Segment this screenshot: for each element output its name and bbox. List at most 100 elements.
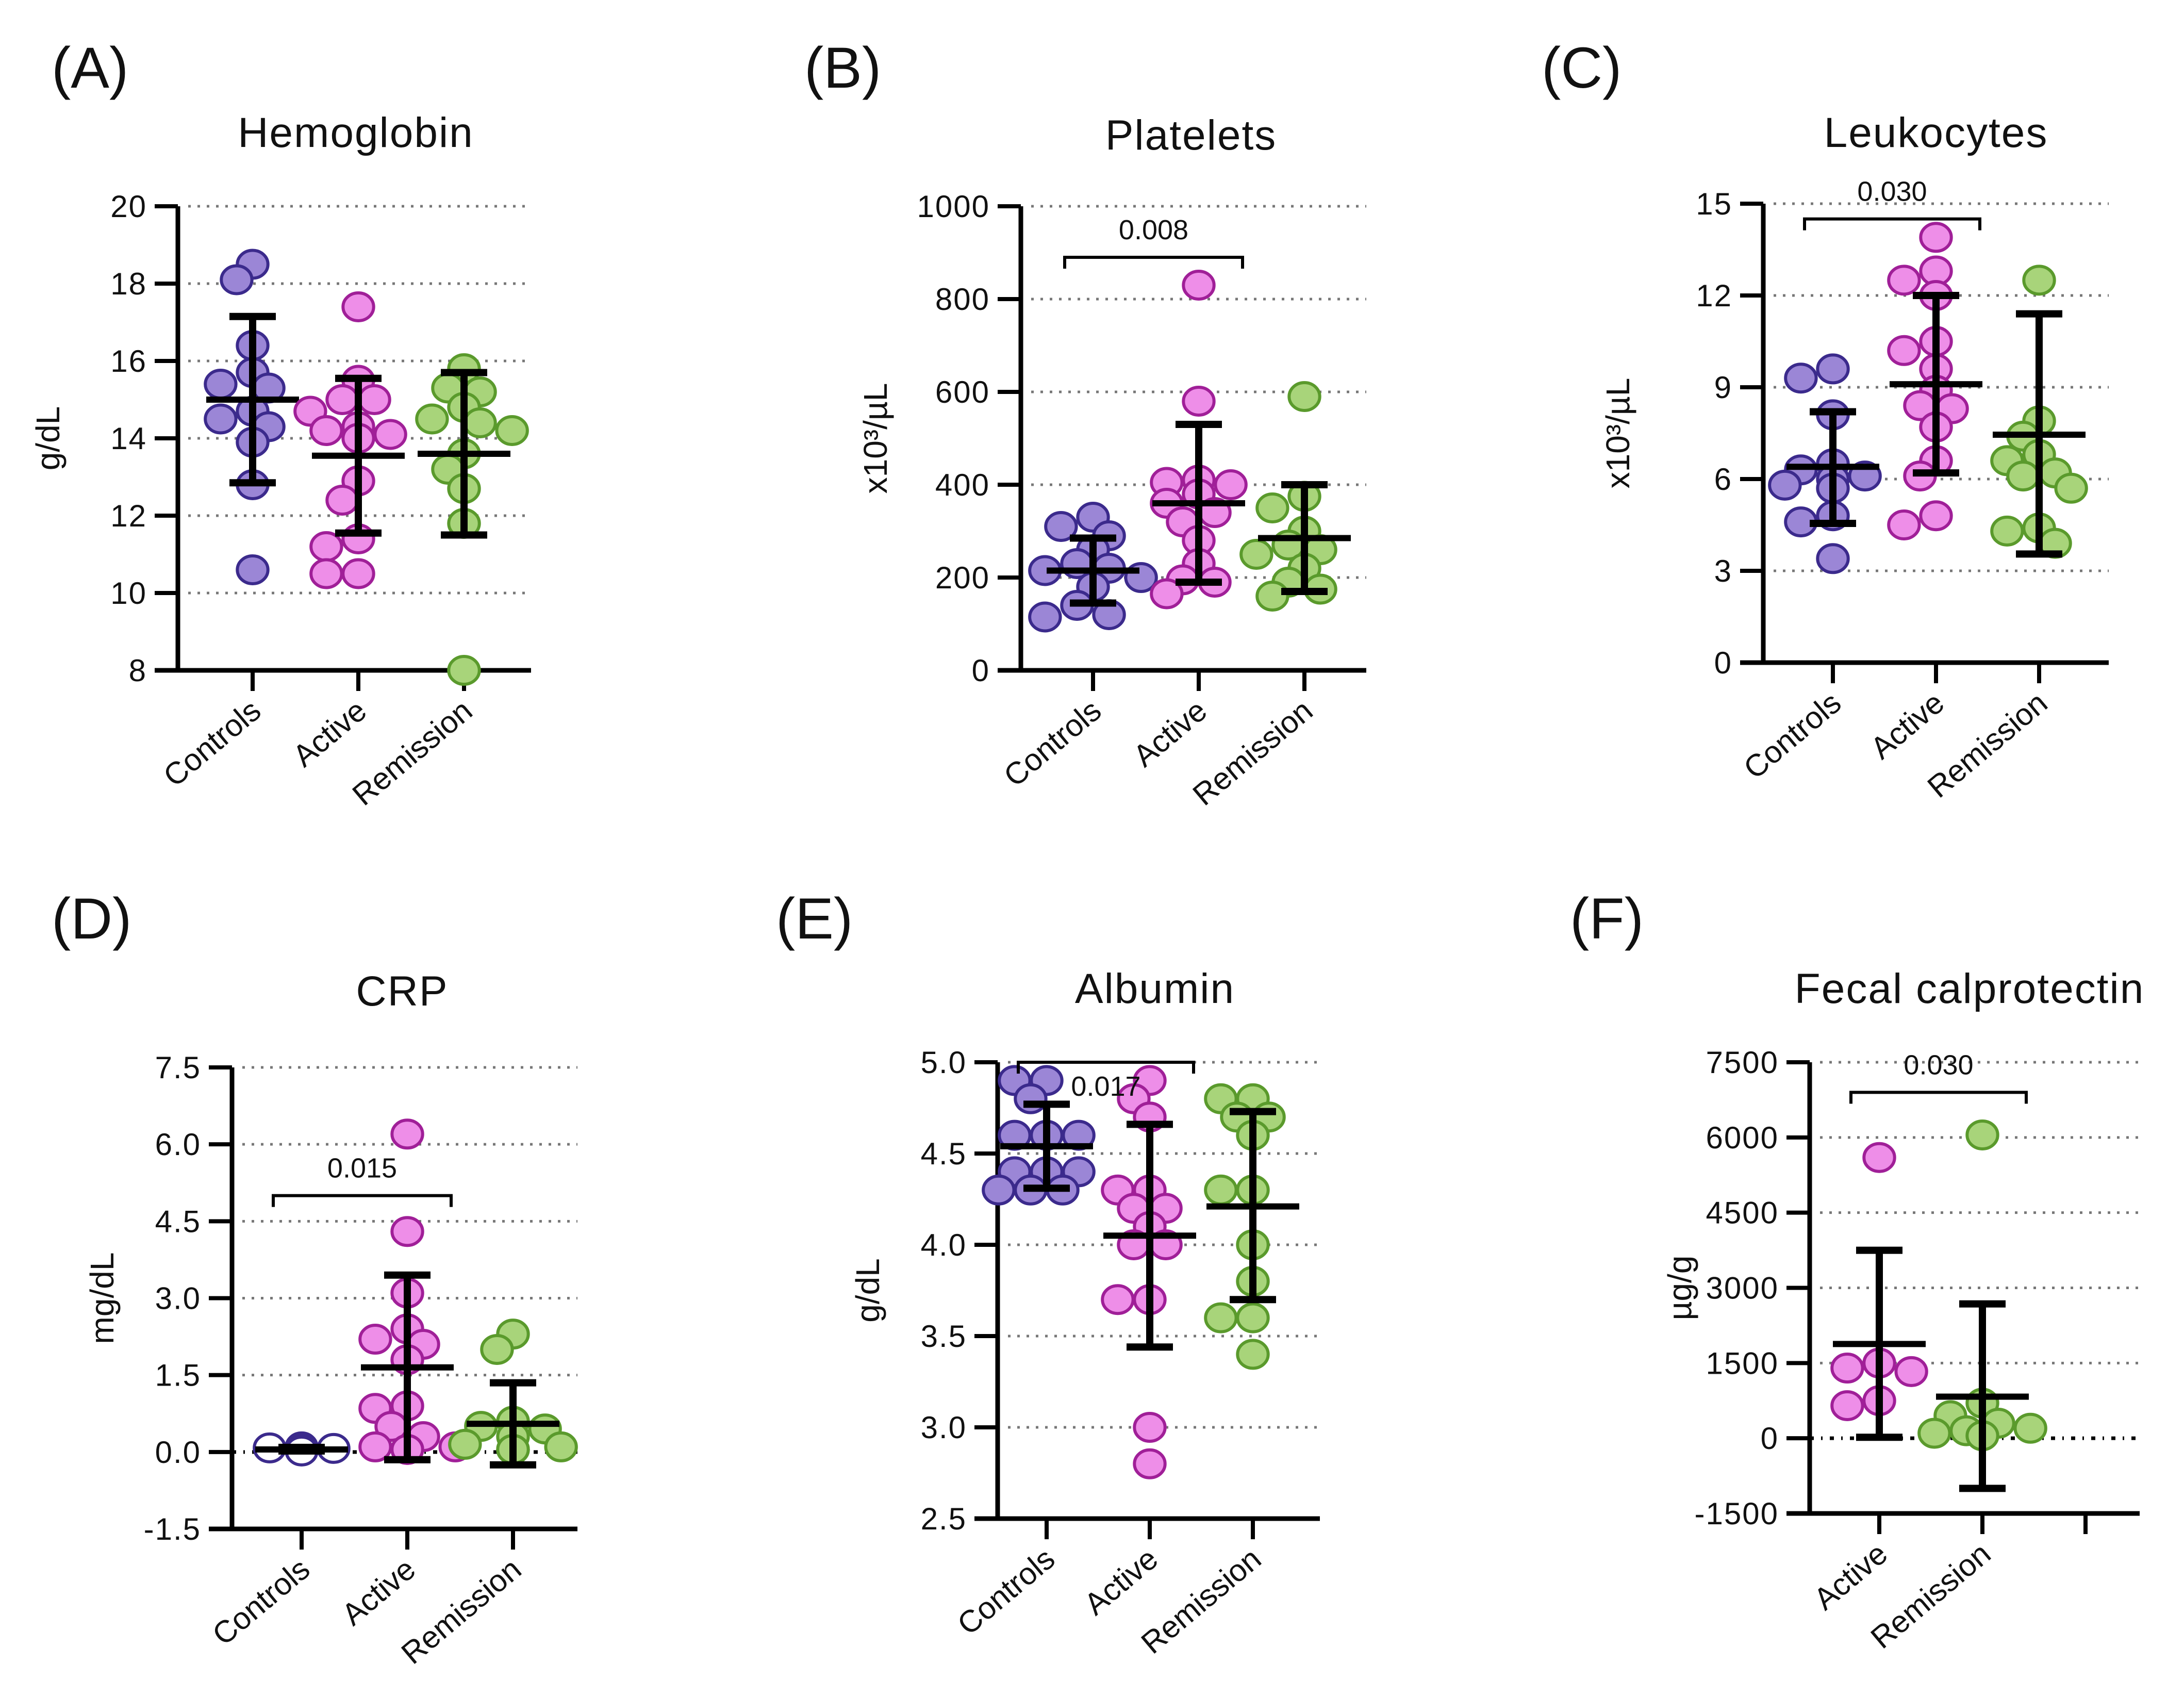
panel-letter: (A) xyxy=(52,36,128,100)
data-point xyxy=(1150,578,1184,610)
data-point xyxy=(1919,222,1953,253)
data-point xyxy=(1816,353,1850,385)
data-point xyxy=(1768,469,1802,501)
data-point xyxy=(1287,381,1321,412)
y-tick-label: 0.0 xyxy=(155,1435,201,1470)
series-remission xyxy=(1990,265,2088,559)
data-point xyxy=(1862,1142,1896,1173)
data-point xyxy=(1887,265,1921,296)
data-point xyxy=(1014,1083,1048,1114)
panel-title: Leukocytes xyxy=(1824,109,2048,156)
y-tick-label: 6000 xyxy=(1706,1121,1779,1155)
x-category-label: Active xyxy=(286,693,373,773)
y-tick-label: 600 xyxy=(935,375,990,409)
panel-c: (C) Leukocytes 0 3 6 9 12 15 x10³/µL Controls Acti… xyxy=(1542,36,2109,804)
data-point xyxy=(1182,386,1216,417)
y-tick-label: 1.5 xyxy=(155,1358,201,1393)
data-point xyxy=(2006,460,2040,492)
panel-a: (A) Hemoglobin 8 10 12 14 16 18 20 g/dL Controls Ac… xyxy=(29,36,531,812)
y-tick-label: 1000 xyxy=(917,189,990,224)
series-active xyxy=(1101,1065,1196,1479)
y-tick-label: 6 xyxy=(1714,462,1732,497)
data-point xyxy=(1028,601,1062,633)
data-point xyxy=(309,531,343,562)
y-tick-label: 12 xyxy=(1696,278,1732,313)
y-tick-label: 15 xyxy=(1696,187,1732,221)
series-remission xyxy=(1239,381,1351,612)
data-point xyxy=(1182,270,1216,301)
x-category-label: Controls xyxy=(1737,685,1847,786)
series-remission xyxy=(448,1319,578,1469)
y-tick-label: 4.5 xyxy=(921,1137,967,1171)
x-category-label: Active xyxy=(1807,1536,1894,1617)
y-axis-label: g/dL xyxy=(849,1258,886,1323)
x-category-label: Controls xyxy=(206,1552,316,1652)
x-category-label: Controls xyxy=(157,693,267,794)
y-tick-label: 0 xyxy=(972,653,990,688)
panel-letter: (F) xyxy=(1570,886,1644,951)
panel-b: (B) Platelets 0 200 400 600 800 1000 x10³/µL Cont… xyxy=(804,36,1366,812)
data-point xyxy=(357,384,391,415)
data-point xyxy=(1255,492,1289,523)
data-point xyxy=(1917,1418,1951,1449)
panel-letter: (D) xyxy=(52,886,131,951)
data-point xyxy=(325,485,359,516)
data-point xyxy=(1894,1356,1928,1387)
panel-d: (D) CRP -1.5 0.0 1.5 3.0 4.5 6.0 7.5 mg/dL Control… xyxy=(52,886,578,1671)
series-active xyxy=(358,1118,472,1465)
x-category-label: Controls xyxy=(997,693,1107,794)
significance-bracket xyxy=(272,1194,453,1207)
y-tick-label: 800 xyxy=(935,282,990,317)
y-tick-label: 5.0 xyxy=(921,1045,967,1080)
p-value-label: 0.030 xyxy=(1857,176,1927,207)
series-controls xyxy=(1028,502,1158,633)
y-tick-label: 200 xyxy=(935,561,990,595)
p-value-label: 0.030 xyxy=(1904,1049,1973,1080)
y-tick-label: 10 xyxy=(110,576,147,611)
y-tick-label: 16 xyxy=(110,344,147,378)
y-tick-label: 12 xyxy=(110,499,147,533)
series-active xyxy=(1887,222,1982,540)
y-tick-label: -1.5 xyxy=(144,1512,201,1546)
data-point xyxy=(1214,469,1248,500)
panel-e: (E) Albumin 2.5 3.0 3.5 4.0 4.5 5.0 g/dL Controls… xyxy=(776,886,1320,1660)
y-tick-label: 3.0 xyxy=(155,1281,201,1316)
significance-bracket xyxy=(1017,1061,1195,1074)
y-tick-label: 4.5 xyxy=(155,1204,201,1239)
p-value-label: 0.017 xyxy=(1071,1071,1140,1102)
panel-f: (F) Fecal calprotectin -1500 0 1500 3000 4500 6… xyxy=(1570,886,2143,1655)
data-point xyxy=(309,415,343,446)
data-point xyxy=(1236,1302,1270,1333)
data-point xyxy=(236,554,270,585)
data-point xyxy=(447,655,481,686)
x-category-label: Active xyxy=(1127,693,1213,773)
data-point xyxy=(204,403,238,435)
panel-title: Hemoglobin xyxy=(238,109,474,156)
series-controls xyxy=(204,249,299,585)
significance-bracket xyxy=(1803,217,1981,230)
data-point xyxy=(2054,472,2088,504)
y-axis-label: g/dL xyxy=(29,406,67,471)
y-tick-label: 3000 xyxy=(1706,1271,1779,1306)
y-axis-label: mg/dL xyxy=(84,1253,121,1344)
x-category-label: Active xyxy=(1864,685,1950,766)
data-point xyxy=(1784,363,1818,394)
panel-letter: (E) xyxy=(776,886,853,951)
series-remission xyxy=(1204,1083,1299,1370)
series-controls xyxy=(982,1065,1096,1206)
panel-title: CRP xyxy=(356,968,448,1015)
series-controls xyxy=(1768,353,1882,574)
y-tick-label: 8 xyxy=(129,653,147,688)
data-point xyxy=(1965,1119,1999,1150)
x-category-label: Active xyxy=(335,1552,422,1632)
x-category-label: Active xyxy=(1078,1541,1164,1622)
data-point xyxy=(1204,1302,1238,1333)
y-axis-label: x10³/µL xyxy=(1599,378,1636,489)
data-point xyxy=(2013,1412,2047,1444)
data-point xyxy=(1830,1353,1864,1384)
data-point xyxy=(1830,1390,1864,1421)
y-tick-label: 0 xyxy=(1761,1421,1779,1456)
data-point xyxy=(373,419,407,450)
data-point xyxy=(309,558,343,589)
data-point xyxy=(1101,1284,1135,1315)
